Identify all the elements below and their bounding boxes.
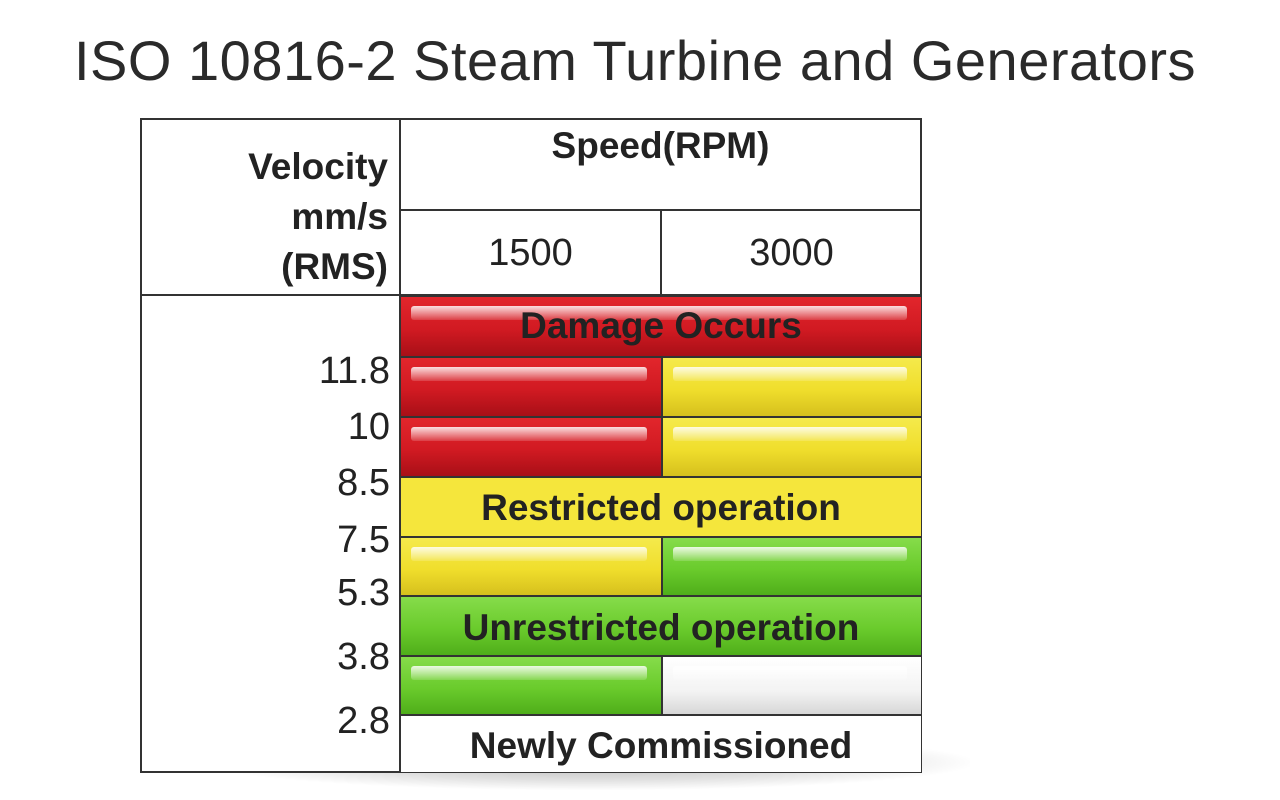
unrestricted-label: Unrestricted operation: [462, 607, 860, 648]
unrestricted-zone: Unrestricted operation: [400, 596, 922, 656]
zone-cell-1500-yellow: [400, 537, 662, 596]
zone-cell-3000-white: [662, 656, 922, 715]
header-divider: [140, 294, 922, 296]
rpm-1500: 1500: [488, 232, 573, 274]
page-title: ISO 10816-2 Steam Turbine and Generators: [74, 29, 1196, 92]
restricted-label: Restricted operation: [481, 487, 841, 528]
velocity-header-line3: (RMS): [281, 246, 388, 287]
damage-label: Damage Occurs: [520, 305, 802, 346]
zone-cell-1500-green: [400, 656, 662, 715]
rpm-divider: [660, 209, 662, 295]
damage-zone: Damage Occurs: [400, 296, 922, 357]
rpm-3000: 3000: [749, 232, 834, 274]
zone-cell-1500-red: [400, 417, 662, 477]
velocity-tick: 2.8: [337, 700, 390, 742]
newly-commissioned-zone: Newly Commissioned: [400, 715, 922, 773]
restricted-zone: Restricted operation: [400, 477, 922, 537]
newly-commissioned-label: Newly Commissioned: [469, 725, 853, 766]
zone-cell-3000-yellow: [662, 417, 922, 477]
velocity-tick: 5.3: [337, 572, 390, 614]
speed-header: Speed(RPM): [551, 125, 770, 166]
velocity-header-line1: Velocity: [248, 146, 388, 187]
zone-cell-1500-red: [400, 357, 662, 417]
velocity-header: Velocity mm/s (RMS): [198, 142, 388, 292]
velocity-header-line2: mm/s: [291, 196, 388, 237]
zone-cell-3000-yellow: [662, 357, 922, 417]
velocity-tick: 8.5: [337, 462, 390, 504]
velocity-tick: 3.8: [337, 636, 390, 678]
velocity-tick: 10: [347, 406, 390, 448]
velocity-tick: 7.5: [337, 519, 390, 561]
velocity-tick: 11.8: [318, 350, 390, 392]
zone-cell-3000-green: [662, 537, 922, 596]
